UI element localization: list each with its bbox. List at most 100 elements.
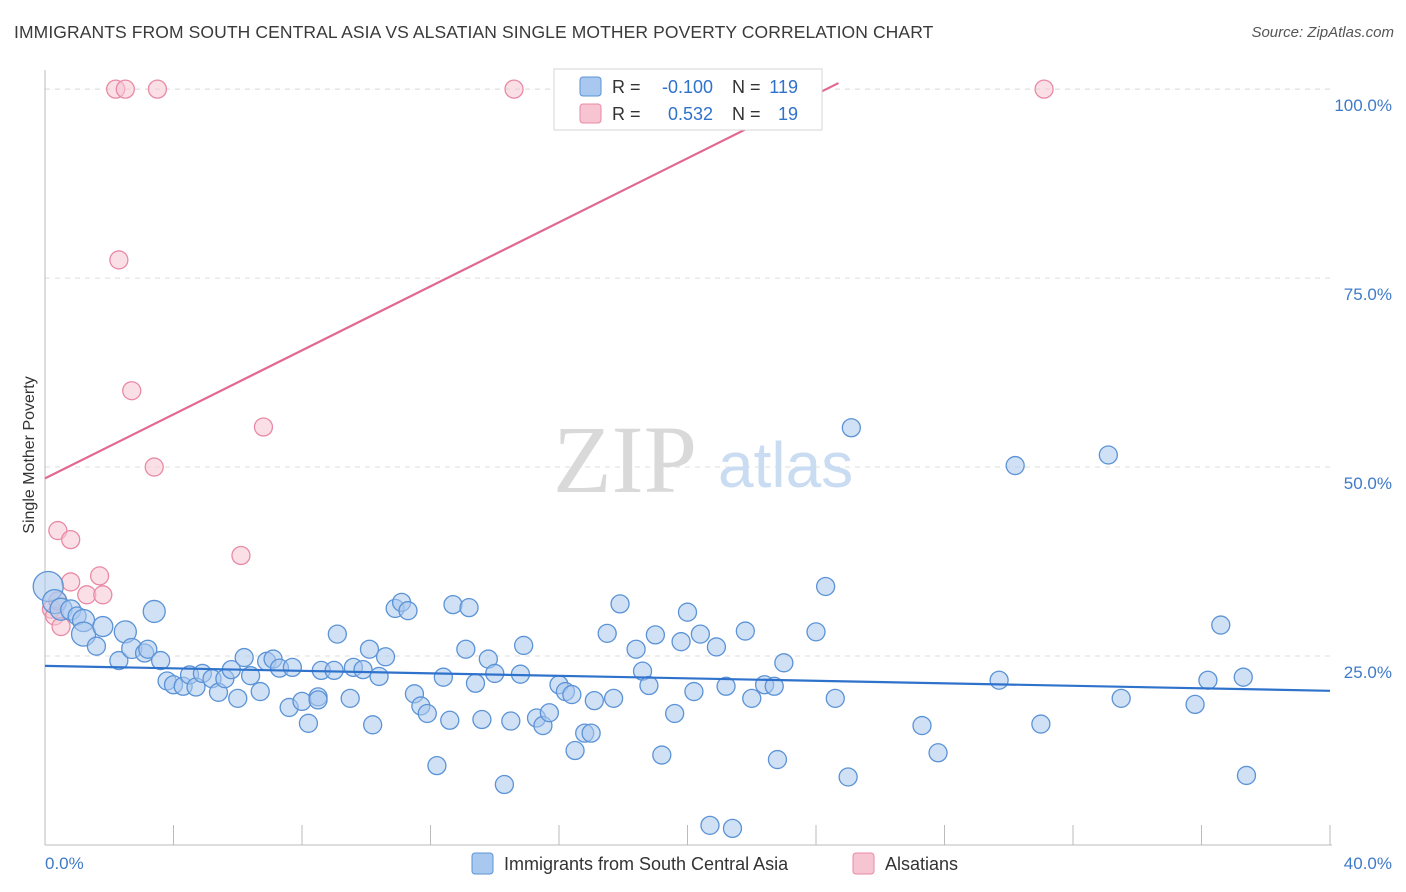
chart-source: Source: ZipAtlas.com [1251, 24, 1394, 41]
immigrants-point [700, 815, 720, 835]
immigrants-point [417, 703, 437, 724]
immigrants-point [142, 599, 166, 624]
immigrants-point [109, 650, 129, 671]
immigrants-point [228, 688, 248, 709]
alsatians-point [147, 79, 168, 99]
immigrants-point [86, 636, 107, 656]
series-legend-label-pink: Alsatians [885, 854, 958, 874]
immigrants-point [767, 749, 788, 770]
immigrants-point [472, 709, 492, 730]
immigrants-point [433, 667, 454, 687]
immigrants-point [1005, 455, 1025, 476]
legend-n-label-blue: N = [732, 77, 761, 97]
watermark-atlas: atlas [718, 429, 853, 501]
immigrants-point [240, 666, 261, 686]
immigrants-point [292, 691, 312, 712]
immigrants-point [841, 418, 861, 438]
immigrants-point [1098, 445, 1118, 465]
immigrants-point [652, 745, 672, 765]
alsatians-point [89, 566, 110, 586]
immigrants-point [610, 594, 630, 614]
legend-r-label-blue: R = [612, 77, 641, 97]
gridlines [45, 88, 1330, 657]
trendlines [44, 82, 1331, 692]
immigrants-point [989, 670, 1009, 690]
immigrants-point [150, 650, 171, 671]
immigrants-point [684, 681, 704, 702]
alsatians-point [61, 572, 81, 592]
alsatians-point [109, 250, 129, 270]
immigrants-point [494, 774, 515, 795]
immigrants-point [514, 635, 534, 656]
legend-n-value-pink: 19 [778, 104, 798, 124]
immigrants-point [722, 818, 743, 839]
immigrants-point [716, 676, 736, 696]
immigrants-point [327, 624, 347, 644]
immigrants-point [369, 666, 389, 687]
y-tick-label: 50.0% [1344, 474, 1392, 493]
legend-r-value-pink: 0.532 [668, 104, 713, 124]
immigrants-point [1185, 694, 1205, 715]
immigrants-point [465, 673, 486, 693]
axes [44, 70, 1332, 846]
immigrants-point [806, 622, 826, 642]
immigrants-point [443, 594, 463, 615]
legend-swatch-blue [579, 76, 602, 97]
x-ticks [173, 825, 1331, 845]
alsatians-trendline [44, 82, 839, 480]
y-tick-labels: 25.0% 50.0% 75.0% 100.0% [1334, 96, 1392, 682]
immigrants-point [838, 767, 858, 787]
y-axis-title: Single Mother Poverty [21, 376, 38, 533]
legend-n-value-blue: 119 [769, 77, 798, 97]
series-legend: Immigrants from South Central Asia Alsat… [471, 852, 958, 875]
immigrants-point [440, 710, 460, 730]
immigrants-point [456, 639, 476, 659]
alsatians-point [1034, 79, 1054, 99]
immigrants-point [645, 625, 666, 645]
alsatians-points [41, 79, 1054, 637]
immigrants-point [706, 637, 727, 657]
immigrants-point [282, 657, 303, 678]
immigrants-trendline [44, 664, 1331, 692]
immigrants-point [639, 675, 659, 696]
immigrants-point [375, 647, 396, 667]
immigrants-point [597, 623, 617, 644]
legend-r-label-pink: R = [612, 104, 641, 124]
x-tick-label-max: 40.0% [1344, 854, 1392, 873]
immigrants-point [398, 601, 418, 621]
alsatians-point [231, 545, 251, 566]
y-tick-label: 75.0% [1344, 285, 1392, 304]
immigrants-point [1031, 714, 1051, 734]
series-legend-label-blue: Immigrants from South Central Asia [504, 854, 789, 874]
watermark: ZIP atlas [553, 406, 853, 513]
alsatians-point [93, 585, 113, 605]
immigrants-point [359, 639, 380, 659]
immigrants-point [581, 723, 601, 743]
immigrants-points [32, 418, 1257, 839]
legend-n-label-pink: N = [732, 104, 761, 124]
immigrants-point [501, 711, 521, 731]
immigrants-point [565, 740, 585, 761]
immigrants-point [584, 690, 604, 711]
immigrants-point [928, 743, 948, 763]
immigrants-point [774, 653, 794, 673]
x-tick-label-min: 0.0% [45, 854, 84, 873]
immigrants-point [1198, 670, 1218, 690]
immigrants-point [308, 690, 328, 710]
immigrants-point [1211, 615, 1231, 635]
immigrants-point [1236, 765, 1257, 786]
immigrants-point [764, 676, 784, 696]
immigrants-point [539, 703, 560, 723]
alsatians-point [77, 585, 97, 605]
immigrants-point [815, 576, 836, 597]
legend-r-value-blue: -0.100 [662, 77, 713, 97]
immigrants-point [690, 624, 710, 644]
immigrants-point [1111, 688, 1131, 709]
alsatians-point [253, 417, 274, 437]
immigrants-point [825, 688, 845, 709]
y-tick-label: 100.0% [1334, 96, 1392, 115]
immigrants-point [671, 632, 691, 652]
immigrants-point [353, 659, 373, 680]
immigrants-point [603, 688, 624, 709]
immigrants-point [92, 615, 114, 638]
